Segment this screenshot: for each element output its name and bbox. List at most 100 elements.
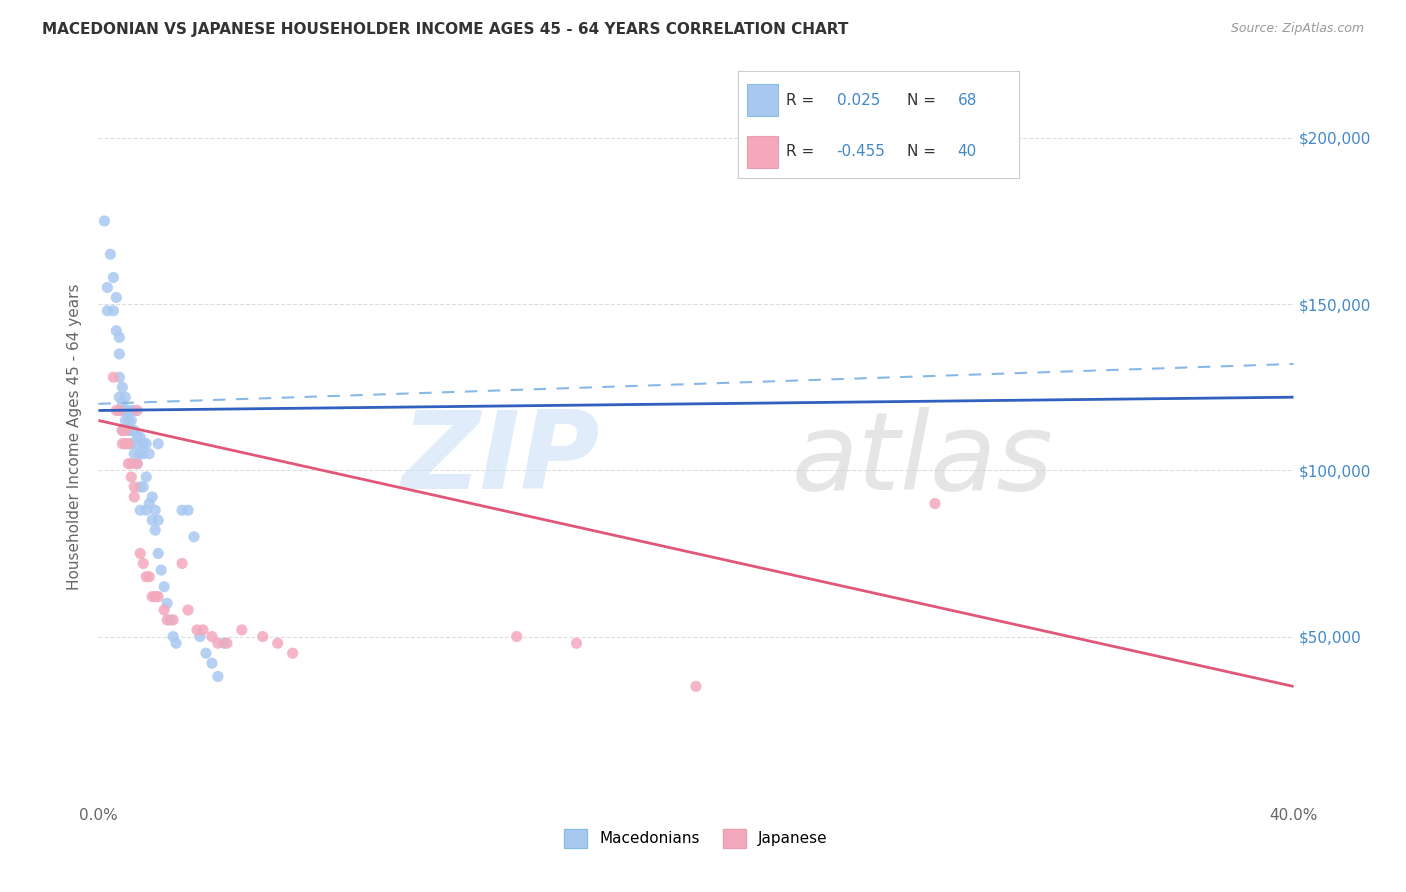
Point (111, 380, 134, 394)
Point (201, 656, 224, 670)
Point (127, 436, 149, 450)
Point (148, 513, 170, 527)
Point (129, 546, 152, 560)
Text: 68: 68 (957, 93, 977, 108)
Point (924, 497, 946, 511)
Point (135, 470, 157, 484)
Point (127, 403, 149, 417)
Point (124, 480, 146, 494)
Point (117, 436, 139, 450)
Text: Source: ZipAtlas.com: Source: ZipAtlas.com (1230, 22, 1364, 36)
Point (117, 457, 139, 471)
Text: -0.455: -0.455 (837, 145, 886, 159)
Point (105, 290, 128, 304)
Point (159, 613, 181, 627)
Point (103, 303, 125, 318)
Text: ZIP: ZIP (402, 406, 600, 512)
Point (120, 457, 142, 471)
Point (188, 630, 211, 644)
Point (172, 503, 194, 517)
Point (96, 303, 118, 318)
Point (172, 557, 194, 571)
Point (177, 503, 200, 517)
Point (111, 436, 134, 450)
Point (132, 480, 155, 494)
Point (114, 424, 136, 438)
Point (153, 603, 176, 617)
Text: 40: 40 (957, 145, 977, 159)
Point (108, 370, 131, 384)
Point (132, 436, 155, 450)
Point (141, 490, 163, 504)
Point (105, 324, 128, 338)
Text: N =: N = (907, 145, 936, 159)
Text: R =: R = (786, 145, 814, 159)
Point (156, 613, 179, 627)
Point (231, 623, 253, 637)
Point (120, 403, 142, 417)
Point (120, 436, 142, 450)
Point (162, 613, 184, 627)
Point (212, 636, 235, 650)
Point (138, 570, 160, 584)
Point (129, 503, 152, 517)
Point (281, 646, 304, 660)
Point (117, 403, 139, 417)
Text: R =: R = (786, 93, 814, 108)
Point (120, 413, 142, 427)
Point (114, 413, 136, 427)
Point (138, 447, 160, 461)
Point (195, 646, 218, 660)
Point (156, 596, 179, 610)
Point (141, 513, 163, 527)
Point (108, 347, 131, 361)
Point (117, 424, 139, 438)
Point (153, 580, 176, 594)
Legend: Macedonians, Japanese: Macedonians, Japanese (558, 822, 834, 854)
Point (138, 497, 160, 511)
Point (215, 636, 238, 650)
Y-axis label: Householder Income Ages 45 - 64 years: Householder Income Ages 45 - 64 years (67, 284, 83, 591)
Point (114, 390, 136, 404)
Point (108, 390, 131, 404)
Point (506, 630, 529, 644)
Point (108, 330, 131, 344)
Point (111, 424, 134, 438)
Point (143, 523, 166, 537)
Point (143, 503, 166, 517)
Point (129, 430, 152, 444)
Point (150, 563, 173, 577)
Point (124, 447, 146, 461)
Point (124, 403, 146, 417)
Point (132, 557, 155, 571)
Point (165, 636, 187, 650)
Point (135, 503, 157, 517)
Point (148, 546, 170, 560)
Point (93, 214, 115, 228)
Point (127, 430, 149, 444)
Point (111, 403, 134, 417)
Point (111, 424, 134, 438)
Point (120, 470, 142, 484)
Point (252, 630, 274, 644)
Point (114, 436, 136, 450)
Point (201, 630, 224, 644)
Point (132, 447, 155, 461)
Point (124, 490, 146, 504)
Point (565, 636, 588, 650)
Point (162, 630, 184, 644)
Point (114, 436, 136, 450)
FancyBboxPatch shape (747, 84, 778, 116)
Point (127, 457, 149, 471)
Point (117, 413, 139, 427)
Point (267, 636, 290, 650)
Text: 0.025: 0.025 (837, 93, 880, 108)
Point (129, 447, 152, 461)
Point (148, 590, 170, 604)
Point (103, 270, 125, 285)
Point (120, 424, 142, 438)
Point (191, 623, 214, 637)
Point (124, 424, 146, 438)
Point (98, 247, 122, 261)
Point (177, 603, 200, 617)
